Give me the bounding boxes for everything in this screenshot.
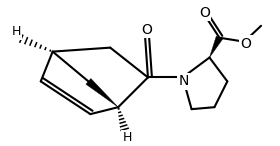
Text: H: H — [11, 25, 21, 38]
Text: H: H — [122, 131, 132, 144]
Text: O: O — [241, 37, 252, 51]
Text: O: O — [199, 6, 210, 20]
Text: N: N — [178, 74, 189, 88]
Polygon shape — [209, 36, 223, 58]
Polygon shape — [86, 79, 118, 107]
Text: O: O — [141, 23, 152, 37]
